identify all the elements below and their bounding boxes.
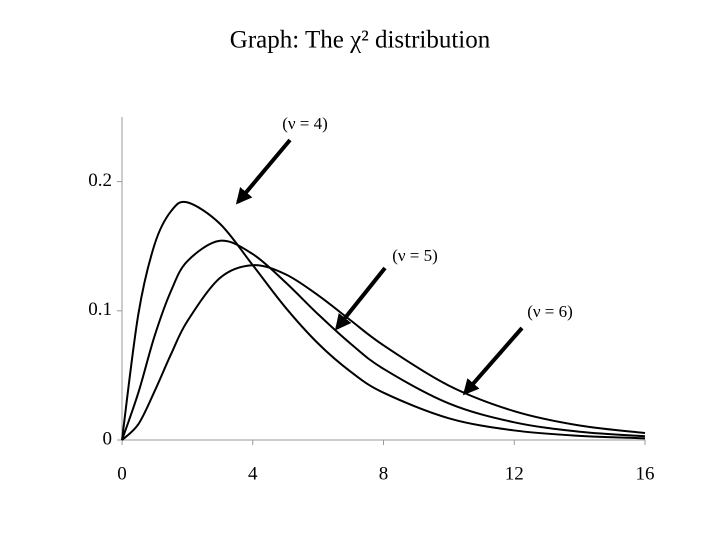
- chart-title: Graph: The χ² distribution: [230, 27, 491, 54]
- series-label: (ν = 6): [527, 302, 573, 321]
- series-label: (ν = 5): [392, 246, 438, 265]
- arrow: [462, 326, 524, 396]
- x-tick-label: 0: [117, 463, 127, 484]
- y-tick-label: 0: [103, 428, 113, 449]
- arrow: [235, 138, 292, 205]
- x-tick-label: 8: [379, 463, 389, 484]
- x-tick-label: 12: [505, 463, 524, 484]
- y-tick-label: 0.2: [88, 170, 112, 191]
- y-tick-label: 0.1: [88, 299, 112, 320]
- line: [121, 200, 646, 441]
- line: [121, 239, 646, 441]
- arrow: [335, 266, 387, 331]
- x-tick-label: 4: [248, 463, 258, 484]
- series-label: (ν = 4): [282, 114, 328, 133]
- x-tick-label: 16: [636, 463, 655, 484]
- line: [121, 264, 646, 441]
